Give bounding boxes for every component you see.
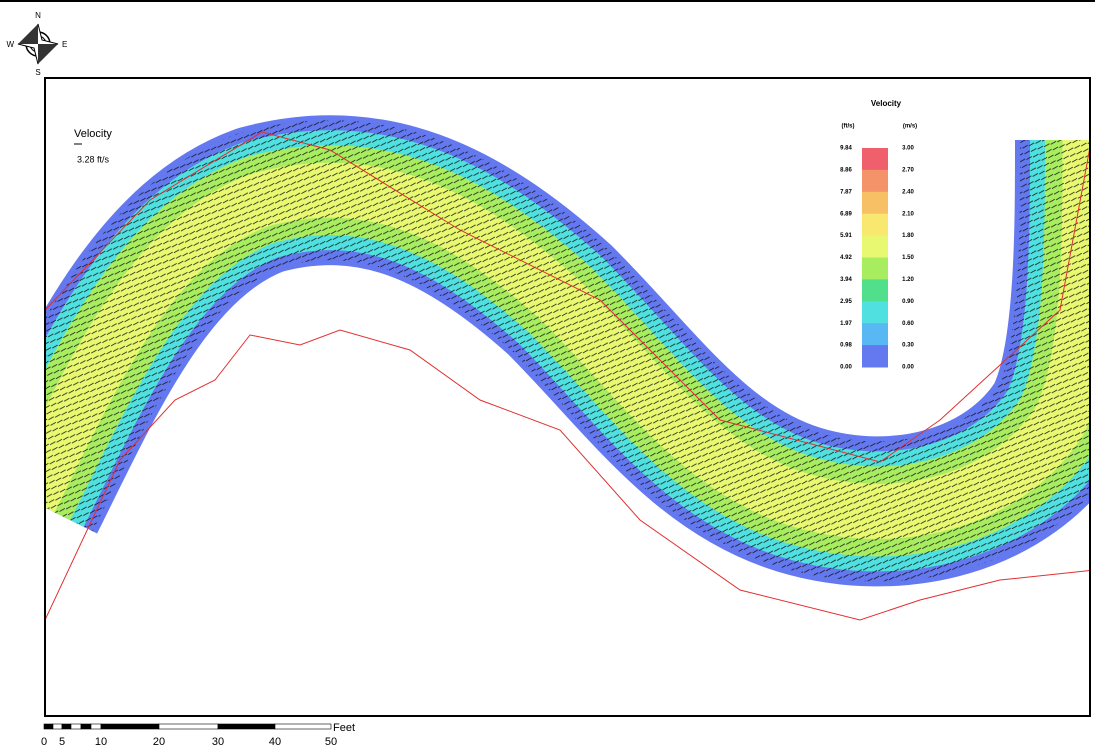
scale-label: 40 bbox=[269, 736, 281, 748]
legend-label-left: 7.87 bbox=[840, 189, 852, 195]
legend-label-right: 1.80 bbox=[902, 233, 914, 239]
legend-label-left: 2.95 bbox=[840, 299, 852, 305]
compass-e: E bbox=[62, 40, 67, 49]
scale-segment bbox=[218, 724, 275, 729]
legend-label-right: 0.90 bbox=[902, 299, 914, 305]
vector-ref-label: 3.28 ft/s bbox=[77, 154, 110, 164]
legend-swatch bbox=[862, 148, 888, 170]
map-page: N E S W Velocity 3.28 ft/s Velocity (ft/… bbox=[0, 0, 1095, 756]
scale-segment bbox=[101, 724, 159, 729]
vector-ref-title: Velocity bbox=[74, 128, 112, 140]
legend-label-right: 1.50 bbox=[902, 255, 914, 261]
legend-label-left: 0.98 bbox=[840, 343, 852, 349]
scale-label: 20 bbox=[153, 736, 165, 748]
legend-label-left: 8.86 bbox=[840, 167, 852, 173]
legend-label-left: 9.84 bbox=[840, 146, 852, 152]
legend-label-left: 4.92 bbox=[840, 255, 852, 261]
river-velocity-field bbox=[30, 120, 1095, 620]
scale-label: 10 bbox=[95, 736, 107, 748]
legend-swatch bbox=[862, 192, 888, 214]
legend-swatch bbox=[862, 214, 888, 236]
scale-label: 50 bbox=[325, 736, 337, 748]
scale-segment bbox=[71, 724, 81, 729]
legend-unit-left: (ft/s) bbox=[842, 124, 855, 130]
legend-label-right: 1.20 bbox=[902, 277, 914, 283]
legend-swatch bbox=[862, 301, 888, 323]
legend-label-right: 2.10 bbox=[902, 211, 914, 217]
compass-s: S bbox=[35, 68, 40, 77]
legend-label-right: 0.60 bbox=[902, 321, 914, 327]
legend: Velocity (ft/s) (m/s) 9.84 8.86 7.87 6.89 5.… bbox=[840, 99, 917, 370]
scale-label: 5 bbox=[59, 736, 65, 748]
scale-segment bbox=[62, 724, 71, 729]
legend-label-right: 2.40 bbox=[902, 189, 914, 195]
scale-label: 30 bbox=[212, 736, 224, 748]
scale-segment bbox=[91, 724, 101, 729]
legend-label-left: 5.91 bbox=[840, 233, 852, 239]
scale-segment bbox=[81, 724, 91, 729]
legend-unit-right: (m/s) bbox=[903, 124, 917, 130]
legend-label-right: 0.30 bbox=[902, 343, 914, 349]
legend-swatch bbox=[862, 279, 888, 301]
compass: N E S W bbox=[6, 11, 67, 77]
legend-label-left: 0.00 bbox=[840, 365, 852, 371]
scale-label: 0 bbox=[41, 736, 47, 748]
legend-label-left: 3.94 bbox=[840, 277, 852, 283]
legend-swatch bbox=[862, 170, 888, 192]
compass-n: N bbox=[35, 11, 41, 20]
scale-segment bbox=[275, 724, 331, 729]
legend-label-right: 0.00 bbox=[902, 365, 914, 371]
scale-segment bbox=[159, 724, 218, 729]
legend-label-left: 6.89 bbox=[840, 211, 852, 217]
scale-unit: Feet bbox=[333, 722, 355, 734]
legend-swatch bbox=[862, 236, 888, 258]
legend-swatch bbox=[862, 258, 888, 280]
legend-label-right: 3.00 bbox=[902, 146, 914, 152]
scale-segment bbox=[44, 724, 53, 729]
legend-swatch bbox=[862, 345, 888, 367]
legend-swatch bbox=[862, 323, 888, 345]
compass-w: W bbox=[6, 40, 14, 49]
legend-label-right: 2.70 bbox=[902, 167, 914, 173]
scale-segment bbox=[53, 724, 62, 729]
legend-title: Velocity bbox=[871, 99, 902, 108]
legend-label-left: 1.97 bbox=[840, 321, 852, 327]
